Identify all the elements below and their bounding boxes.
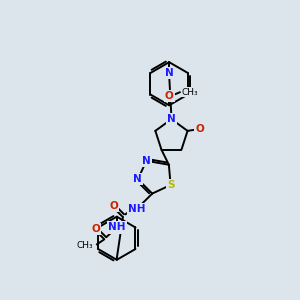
Text: S: S bbox=[167, 180, 174, 190]
Text: O: O bbox=[165, 91, 173, 101]
Text: CH₃: CH₃ bbox=[76, 242, 93, 250]
Text: O: O bbox=[109, 201, 118, 211]
Text: N: N bbox=[142, 156, 151, 166]
Text: O: O bbox=[196, 124, 204, 134]
Text: NH: NH bbox=[108, 223, 125, 232]
Text: N: N bbox=[167, 114, 176, 124]
Text: N: N bbox=[134, 174, 142, 184]
Text: N: N bbox=[165, 68, 173, 78]
Text: O: O bbox=[92, 224, 100, 234]
Text: NH: NH bbox=[128, 204, 146, 214]
Text: CH₃: CH₃ bbox=[182, 88, 198, 97]
